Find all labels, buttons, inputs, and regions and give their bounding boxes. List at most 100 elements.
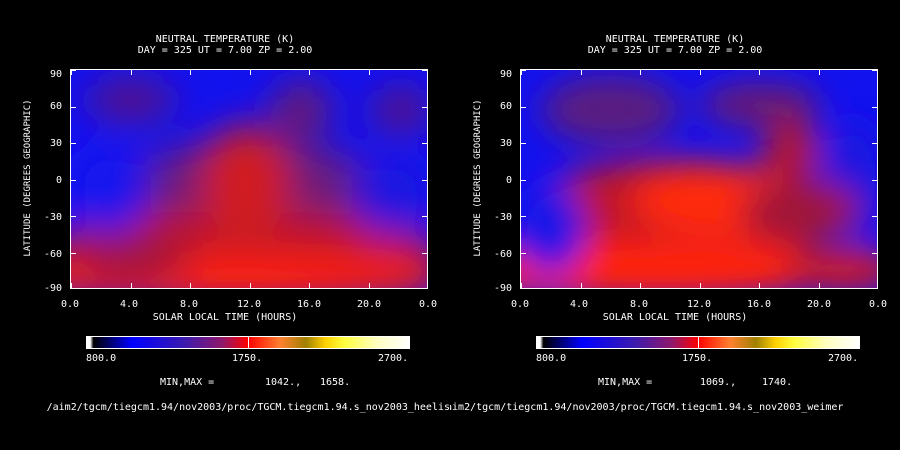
y-tick-label: 60 — [49, 101, 62, 112]
min-value: 1069., — [700, 377, 737, 388]
x-tick-label: 4.0 — [569, 299, 589, 310]
colorbar-mid-label: 1750. — [682, 353, 713, 364]
y-tick-label: 30 — [49, 138, 62, 149]
x-tick-label: 16.0 — [746, 299, 772, 310]
y-tick-label: 0 — [55, 175, 62, 186]
y-tick-label: 90 — [499, 69, 512, 80]
y-tick-label: -60 — [43, 249, 62, 260]
x-tick-mark — [250, 70, 251, 75]
y-tick-mark — [422, 107, 427, 108]
x-tick-label: 4.0 — [119, 299, 139, 310]
chart-subtitle: DAY = 325 UT = 7.00 ZP = 2.00 — [137, 45, 313, 56]
x-tick-label: 0.0 — [510, 299, 530, 310]
max-value: 1658. — [320, 377, 351, 388]
x-tick-mark — [521, 283, 522, 288]
y-tick-mark — [422, 143, 427, 144]
temperature-heatmap — [521, 70, 877, 288]
x-tick-mark — [521, 70, 522, 75]
chart-title: NEUTRAL TEMPERATURE (K) — [155, 34, 295, 45]
colorbar-mid-label: 1750. — [232, 353, 263, 364]
x-tick-mark — [640, 70, 641, 75]
y-axis-label: LATITUDE (DEGREES GEOGRAPHIC) — [23, 99, 33, 257]
y-tick-mark — [872, 216, 877, 217]
x-tick-mark — [819, 283, 820, 288]
y-tick-mark — [71, 107, 76, 108]
y-tick-mark — [521, 253, 526, 254]
colorbar-mid-marker — [698, 337, 699, 348]
x-tick-label: 16.0 — [296, 299, 322, 310]
colorbar-min-label: 800.0 — [536, 353, 567, 364]
y-tick-label: 90 — [49, 69, 62, 80]
y-tick-mark — [872, 180, 877, 181]
y-tick-mark — [521, 180, 526, 181]
y-tick-label: -90 — [493, 283, 512, 294]
x-tick-mark — [581, 70, 582, 75]
chart-subtitle: DAY = 325 UT = 7.00 ZP = 2.00 — [587, 45, 763, 56]
x-tick-mark — [369, 70, 370, 75]
y-tick-mark — [521, 216, 526, 217]
colorbar-min-label: 800.0 — [86, 353, 117, 364]
y-tick-label: -30 — [493, 212, 512, 223]
y-tick-label: -90 — [43, 283, 62, 294]
heatmap-plot-area — [520, 69, 878, 289]
y-tick-mark — [422, 180, 427, 181]
x-tick-mark — [71, 70, 72, 75]
y-tick-label: 60 — [499, 101, 512, 112]
y-tick-mark — [71, 143, 76, 144]
y-tick-label: -60 — [493, 249, 512, 260]
y-tick-label: 30 — [499, 138, 512, 149]
x-tick-mark — [131, 283, 132, 288]
colorbar-max-label: 2700. — [378, 353, 409, 364]
y-tick-mark — [872, 253, 877, 254]
x-tick-label: 0.0 — [418, 299, 438, 310]
x-tick-label: 8.0 — [629, 299, 649, 310]
y-tick-mark — [521, 143, 526, 144]
y-tick-mark — [422, 70, 427, 71]
heatmap-plot-area — [70, 69, 428, 289]
x-tick-mark — [309, 283, 310, 288]
x-tick-mark — [759, 70, 760, 75]
temperature-heatmap — [71, 70, 427, 288]
colorbar — [86, 336, 410, 349]
colorbar — [536, 336, 860, 349]
x-tick-label: 8.0 — [179, 299, 199, 310]
y-tick-mark — [521, 107, 526, 108]
x-tick-mark — [640, 283, 641, 288]
min-value: 1042., — [265, 377, 302, 388]
x-tick-label: 0.0 — [868, 299, 888, 310]
y-tick-mark — [872, 70, 877, 71]
y-tick-mark — [71, 216, 76, 217]
max-value: 1740. — [762, 377, 793, 388]
minmax-label: MIN,MAX = — [598, 377, 653, 388]
y-tick-mark — [71, 180, 76, 181]
x-tick-mark — [190, 283, 191, 288]
y-tick-label: 0 — [505, 175, 512, 186]
colorbar-max-label: 2700. — [828, 353, 859, 364]
y-tick-mark — [872, 107, 877, 108]
x-tick-mark — [700, 283, 701, 288]
x-tick-mark — [309, 70, 310, 75]
file-path-label: /aim2/tgcm/tiegcm1.94/nov2003/proc/TGCM.… — [450, 402, 844, 413]
file-path-label: /aim2/tgcm/tiegcm1.94/nov2003/proc/TGCM.… — [46, 402, 450, 413]
x-tick-mark — [759, 283, 760, 288]
x-tick-label: 12.0 — [236, 299, 262, 310]
y-tick-mark — [422, 253, 427, 254]
x-tick-mark — [190, 70, 191, 75]
chart-title: NEUTRAL TEMPERATURE (K) — [605, 34, 745, 45]
x-tick-mark — [369, 283, 370, 288]
y-tick-mark — [71, 70, 76, 71]
x-tick-mark — [131, 70, 132, 75]
heatmap-panel-weimer: NEUTRAL TEMPERATURE (K) DAY = 325 UT = 7… — [450, 0, 900, 450]
y-tick-mark — [872, 143, 877, 144]
x-tick-label: 20.0 — [356, 299, 382, 310]
y-tick-label: -30 — [43, 212, 62, 223]
x-axis-label: SOLAR LOCAL TIME (HOURS) — [602, 312, 748, 323]
x-tick-label: 12.0 — [686, 299, 712, 310]
x-tick-mark — [250, 283, 251, 288]
colorbar-mid-marker — [248, 337, 249, 348]
x-tick-mark — [819, 70, 820, 75]
x-tick-mark — [581, 283, 582, 288]
minmax-label: MIN,MAX = — [160, 377, 215, 388]
y-tick-mark — [521, 70, 526, 71]
x-tick-label: 0.0 — [60, 299, 80, 310]
